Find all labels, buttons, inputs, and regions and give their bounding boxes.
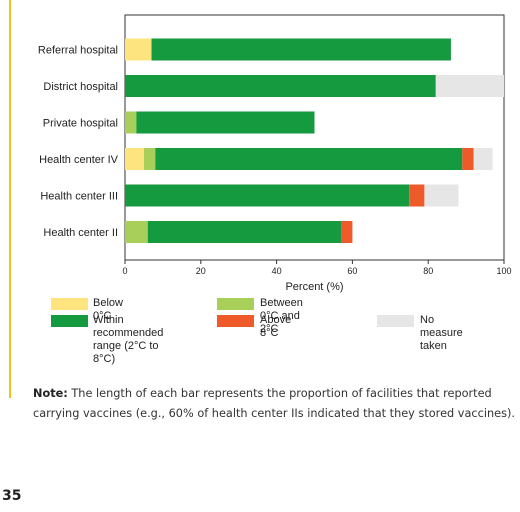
legend-swatch [217, 298, 254, 310]
x-tick-label: 20 [196, 266, 206, 276]
legend-label: Below 0°C [93, 297, 123, 323]
bar-segment [136, 111, 315, 134]
category-label: Health center III [40, 191, 118, 203]
bar-segment [151, 38, 451, 61]
bar-segment [147, 221, 342, 243]
bar-segment [155, 148, 463, 170]
legend-swatch [217, 315, 254, 327]
legend-label-line: Above 8°C [260, 314, 292, 339]
legend-swatch [377, 315, 414, 327]
side-accent-rule [9, 0, 11, 398]
stacked-bar-chart: Referral hospital District hospital Privat… [38, 14, 512, 293]
bar-segment [435, 75, 504, 97]
x-tick-label: 0 [122, 266, 127, 276]
bar-segment [409, 184, 425, 207]
category-label: Referral hospital [38, 45, 118, 57]
legend-swatch [51, 298, 88, 310]
bar-segment [125, 38, 152, 61]
category-label: Private hospital [43, 118, 118, 130]
legend-label: No measure taken [420, 314, 463, 353]
bar-segment [125, 75, 436, 97]
legend-label: Between 0°C and 2°C [260, 297, 303, 336]
x-tick-label: 80 [423, 266, 433, 276]
bars-layer [125, 38, 504, 243]
x-tick-label: 40 [272, 266, 282, 276]
bar-segment [424, 184, 459, 207]
bar-segment [341, 221, 353, 243]
legend-label: Above 8°C [260, 314, 291, 340]
legend-label-line: Within recommended [93, 314, 164, 339]
note-body: The length of each bar represents the pr… [33, 387, 515, 420]
category-label: Health center IV [39, 154, 119, 166]
bar-segment [473, 148, 493, 170]
page-number: 35 [2, 488, 22, 504]
plot-frame [124, 14, 505, 261]
bar-segment [462, 148, 474, 170]
category-labels: Referral hospital District hospital Privat… [38, 45, 119, 240]
legend-swatch [51, 315, 88, 327]
legend-label-line: No measure taken [420, 314, 463, 352]
legend-label-line: range (2°C to 8°C) [93, 340, 159, 365]
legend-label-line: Between 0°C and 2°C [260, 297, 303, 335]
bar-segment [125, 148, 144, 170]
bar-segment [125, 221, 148, 243]
bar-segment [125, 184, 410, 207]
x-tick-label: 100 [496, 266, 511, 276]
x-tick-label: 60 [347, 266, 357, 276]
legend-label-line: Below 0°C [93, 297, 123, 322]
bar-segment [125, 111, 137, 134]
x-axis-ticks: 0 20 40 60 80 100 [122, 260, 512, 276]
note-text: Note: The length of each bar represents … [33, 384, 517, 424]
category-label: District hospital [43, 81, 118, 93]
legend-label: Within recommended range (2°C to 8°C) [93, 314, 163, 366]
bar-segment [143, 148, 156, 170]
note-label: Note: [33, 387, 68, 400]
category-label: Health center II [43, 227, 118, 239]
x-axis-label: Percent (%) [285, 281, 343, 293]
